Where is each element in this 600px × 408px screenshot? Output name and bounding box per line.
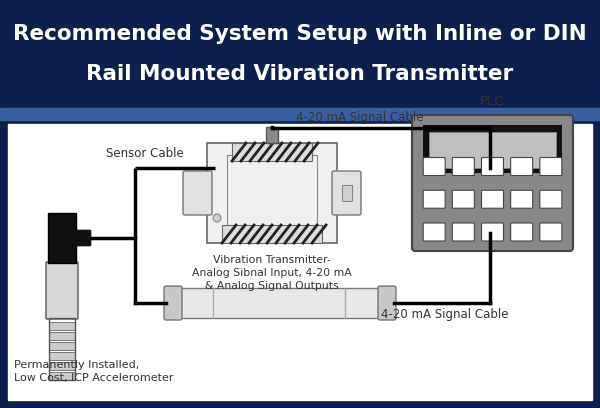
FancyBboxPatch shape xyxy=(423,223,445,241)
Bar xyxy=(342,185,352,201)
FancyBboxPatch shape xyxy=(452,157,475,175)
Text: 4-20 mA Signal Cable: 4-20 mA Signal Cable xyxy=(296,111,424,124)
FancyBboxPatch shape xyxy=(540,190,562,208)
Bar xyxy=(49,318,75,380)
FancyBboxPatch shape xyxy=(452,190,475,208)
FancyBboxPatch shape xyxy=(75,230,91,246)
FancyBboxPatch shape xyxy=(482,157,503,175)
FancyBboxPatch shape xyxy=(183,171,212,215)
Text: Permanently Installed,
Low Cost, ICP Accelerometer: Permanently Installed, Low Cost, ICP Acc… xyxy=(14,360,173,383)
Text: Recommended System Setup with Inline or DIN: Recommended System Setup with Inline or … xyxy=(13,24,587,44)
Bar xyxy=(232,143,312,161)
Bar xyxy=(207,143,337,243)
Bar xyxy=(49,352,75,360)
FancyBboxPatch shape xyxy=(423,157,445,175)
FancyBboxPatch shape xyxy=(511,157,533,175)
FancyBboxPatch shape xyxy=(511,223,533,241)
Bar xyxy=(49,332,75,340)
Text: Sensor Cable: Sensor Cable xyxy=(106,147,184,160)
Circle shape xyxy=(213,214,221,222)
FancyBboxPatch shape xyxy=(482,223,503,241)
FancyBboxPatch shape xyxy=(540,157,562,175)
Bar xyxy=(180,288,380,318)
Bar xyxy=(423,125,562,173)
Bar xyxy=(49,372,75,380)
Text: Vibration Transmitter-
Analog Sibnal Input, 4-20 mA
& Analog Signal Outputs: Vibration Transmitter- Analog Sibnal Inp… xyxy=(192,255,352,291)
Bar xyxy=(0,108,600,120)
FancyBboxPatch shape xyxy=(378,286,396,320)
Bar xyxy=(49,322,75,330)
FancyBboxPatch shape xyxy=(423,190,445,208)
Text: 4-20 mA Signal Cable: 4-20 mA Signal Cable xyxy=(381,308,509,321)
Bar xyxy=(49,342,75,350)
FancyBboxPatch shape xyxy=(540,223,562,241)
Text: Rail Mounted Vibration Transmitter: Rail Mounted Vibration Transmitter xyxy=(86,64,514,84)
Bar xyxy=(0,0,600,108)
FancyBboxPatch shape xyxy=(511,190,533,208)
Bar xyxy=(222,225,322,243)
Bar xyxy=(49,362,75,370)
FancyBboxPatch shape xyxy=(412,115,573,251)
Bar xyxy=(227,155,317,231)
FancyBboxPatch shape xyxy=(164,286,182,320)
Bar xyxy=(266,127,278,143)
FancyBboxPatch shape xyxy=(482,190,503,208)
Bar xyxy=(8,124,592,400)
FancyBboxPatch shape xyxy=(452,223,475,241)
FancyBboxPatch shape xyxy=(46,262,78,319)
FancyBboxPatch shape xyxy=(332,171,361,215)
Bar xyxy=(48,213,76,263)
Bar xyxy=(429,132,556,168)
Text: PLC: PLC xyxy=(480,95,504,108)
